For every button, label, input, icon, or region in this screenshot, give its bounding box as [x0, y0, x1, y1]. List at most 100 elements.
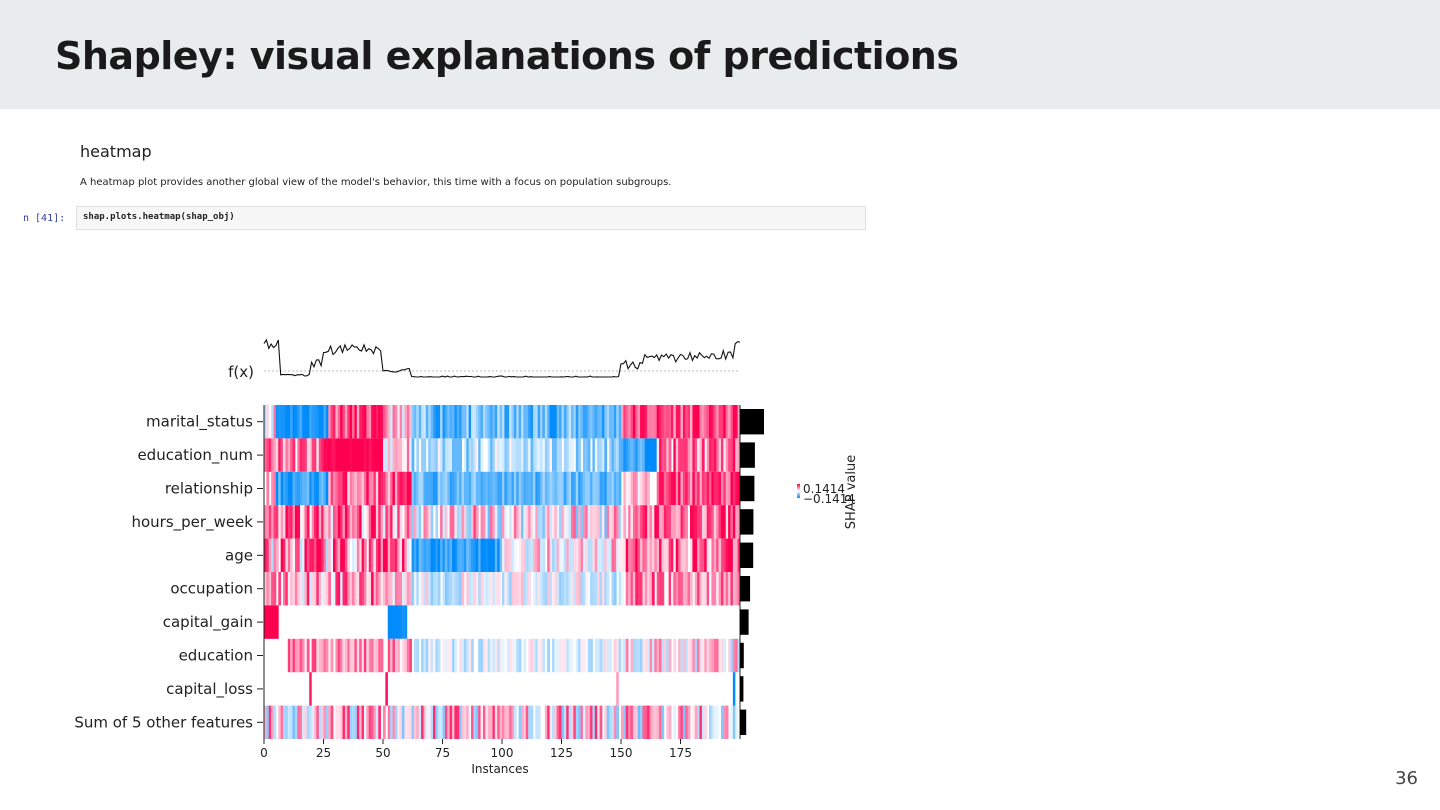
heatmap-cell: [421, 638, 424, 673]
heatmap-cell: [599, 572, 603, 606]
heatmap-cell: [302, 471, 305, 506]
heatmap-cell: [613, 638, 617, 673]
heatmap-cell: [537, 438, 541, 472]
heatmap-cell: [385, 471, 389, 506]
heatmap-cell: [459, 505, 462, 539]
heatmap-cell: [513, 505, 517, 539]
heatmap-cell: [368, 405, 372, 439]
heatmap-cell: [475, 505, 479, 539]
heatmap-cell: [311, 572, 315, 606]
heatmap-cell: [651, 705, 655, 739]
heatmap-cell: [680, 471, 684, 506]
heatmap-cell: [290, 438, 293, 472]
colorbar: 0.1414 −0.1414 SHAP value: [797, 455, 859, 529]
heatmap-cell: [482, 572, 486, 606]
heatmap-cell: [606, 638, 610, 673]
heatmap-cell: [590, 505, 593, 539]
x-tick-label: 75: [435, 746, 450, 760]
heatmap-cell: [535, 705, 539, 739]
heatmap-cell: [264, 605, 267, 639]
heatmap-cell: [656, 572, 660, 606]
heatmap-cell: [635, 438, 639, 472]
heatmap-cell: [582, 572, 586, 606]
heatmap-cell: [494, 705, 498, 739]
heatmap-cell: [440, 705, 443, 739]
heatmap-cell: [321, 471, 324, 506]
heatmap-cell: [437, 471, 441, 506]
heatmap-cell: [328, 471, 332, 506]
heatmap-cell: [632, 471, 636, 506]
heatmap-cell: [730, 405, 734, 439]
heatmap-cell: [566, 705, 570, 739]
heatmap-cell: [718, 438, 722, 472]
heatmap-cell: [309, 405, 312, 439]
heatmap-cell: [342, 471, 346, 506]
heatmap-cell: [437, 405, 441, 439]
heatmap-cell: [635, 471, 639, 506]
heatmap-cell: [711, 538, 715, 572]
heatmap-cell: [697, 638, 700, 673]
heatmap-cell: [487, 438, 491, 472]
heatmap-cell: [297, 705, 301, 739]
heatmap-cell: [266, 405, 270, 439]
heatmap-cell: [404, 505, 408, 539]
heatmap-cell: [551, 505, 555, 539]
code-cell[interactable]: shap.plots.heatmap(shap_obj): [76, 206, 866, 230]
heatmap-cell: [309, 672, 312, 706]
heatmap-cell: [459, 438, 462, 472]
heatmap-cell: [368, 572, 372, 606]
heatmap-cell: [368, 538, 372, 572]
heatmap-cell: [454, 505, 458, 539]
heatmap-cell: [435, 405, 439, 439]
heatmap-cell: [540, 471, 543, 506]
heatmap-cell: [535, 505, 539, 539]
heatmap-cell: [611, 538, 615, 572]
heatmap-cell: [316, 705, 320, 739]
heatmap-cell: [694, 438, 698, 472]
heatmap-cell: [442, 538, 446, 572]
heatmap-cell: [347, 638, 351, 673]
heatmap-cell: [271, 438, 274, 472]
heatmap-cell: [599, 471, 603, 506]
heatmap-cell: [618, 438, 622, 472]
heatmap-cell: [299, 572, 303, 606]
heatmap-cell: [644, 471, 648, 506]
heatmap-cell: [616, 672, 619, 706]
heatmap-cell: [697, 471, 700, 506]
heatmap-cell: [680, 438, 684, 472]
heatmap-cell: [640, 572, 643, 606]
heatmap-cell: [283, 538, 286, 572]
heatmap-cell: [704, 538, 708, 572]
heatmap-cell: [559, 405, 562, 439]
heatmap-cell: [390, 705, 393, 739]
heatmap-cell: [525, 538, 529, 572]
heatmap-cell: [594, 438, 598, 472]
heatmap-cell: [616, 505, 620, 539]
heatmap-cell: [651, 438, 655, 472]
heatmap-cell: [425, 471, 429, 506]
heatmap-cell: [347, 538, 351, 572]
heatmap-cell: [471, 405, 474, 439]
heatmap-cell: [292, 638, 296, 673]
heatmap-cell: [611, 705, 615, 739]
heatmap-cell: [632, 505, 636, 539]
heatmap-cell: [478, 572, 481, 606]
heatmap-cell: [304, 438, 308, 472]
heatmap-cell: [601, 538, 605, 572]
heatmap-cell: [542, 405, 546, 439]
heatmap-cell: [404, 705, 408, 739]
heatmap-cell: [461, 505, 465, 539]
heatmap-cell: [654, 505, 658, 539]
heatmap-cell: [380, 505, 384, 539]
heatmap-cell: [511, 471, 515, 506]
heatmap-cell: [359, 438, 362, 472]
heatmap-cell: [330, 538, 334, 572]
heatmap-cell: [628, 705, 631, 739]
heatmap-cell: [352, 572, 355, 606]
heatmap-cell: [699, 505, 703, 539]
heatmap-cell: [716, 638, 719, 673]
heatmap-cell: [366, 705, 370, 739]
heatmap-cell: [299, 638, 303, 673]
heatmap-cell: [682, 705, 686, 739]
heatmap-cell: [468, 471, 472, 506]
